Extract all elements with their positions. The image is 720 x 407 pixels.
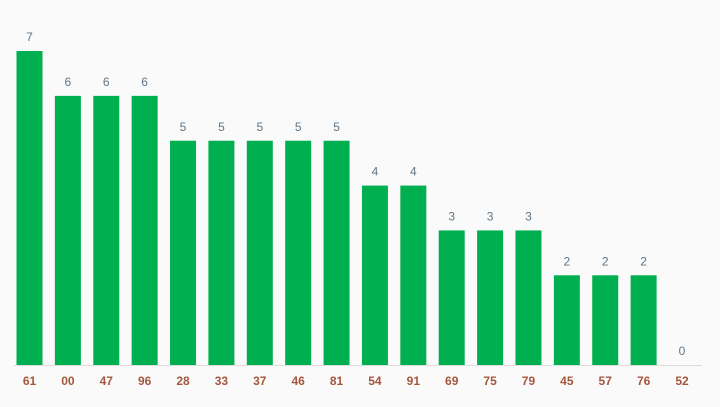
x-tick-label: 47 xyxy=(100,374,114,388)
value-label: 2 xyxy=(602,254,609,268)
bar xyxy=(16,51,43,365)
value-label: 5 xyxy=(333,120,340,134)
bar xyxy=(285,140,312,365)
bar xyxy=(93,95,120,365)
x-tick-label: 75 xyxy=(483,374,497,388)
x-tick-label: 76 xyxy=(637,374,651,388)
bar xyxy=(208,140,235,365)
value-label: 2 xyxy=(640,254,647,268)
value-label: 2 xyxy=(564,254,571,268)
x-tick-label: 96 xyxy=(138,374,152,388)
x-tick-label: 45 xyxy=(560,374,574,388)
value-label: 4 xyxy=(410,165,417,179)
bar xyxy=(515,230,542,365)
value-label: 5 xyxy=(180,120,187,134)
value-label: 0 xyxy=(679,344,686,358)
bar xyxy=(131,95,158,365)
bar xyxy=(438,230,465,365)
bar xyxy=(170,140,197,365)
x-tick-label: 79 xyxy=(522,374,536,388)
value-label: 6 xyxy=(103,75,110,89)
value-label: 5 xyxy=(218,120,225,134)
bar xyxy=(477,230,504,365)
bar xyxy=(323,140,350,365)
value-label: 7 xyxy=(26,30,33,44)
value-label: 3 xyxy=(525,210,532,224)
x-tick-label: 00 xyxy=(61,374,75,388)
x-tick-label: 91 xyxy=(407,374,421,388)
bar xyxy=(400,185,427,365)
value-label: 6 xyxy=(141,75,148,89)
x-tick-label: 37 xyxy=(253,374,267,388)
bar xyxy=(592,275,619,365)
bar xyxy=(54,95,81,365)
bar xyxy=(361,185,388,365)
x-tick-label: 61 xyxy=(23,374,37,388)
bar xyxy=(553,275,580,365)
value-label: 4 xyxy=(372,165,379,179)
x-tick-label: 54 xyxy=(368,374,382,388)
x-tick-label: 57 xyxy=(599,374,613,388)
bar xyxy=(630,275,657,365)
value-label: 5 xyxy=(256,120,263,134)
x-tick-label: 46 xyxy=(291,374,305,388)
x-tick-label: 33 xyxy=(215,374,229,388)
x-tick-label: 52 xyxy=(675,374,689,388)
value-label: 5 xyxy=(295,120,302,134)
x-tick-label: 69 xyxy=(445,374,459,388)
x-tick-label: 81 xyxy=(330,374,344,388)
bar xyxy=(246,140,273,365)
value-label: 6 xyxy=(65,75,72,89)
value-label: 3 xyxy=(448,210,455,224)
x-tick-label: 28 xyxy=(176,374,190,388)
value-label: 3 xyxy=(487,210,494,224)
